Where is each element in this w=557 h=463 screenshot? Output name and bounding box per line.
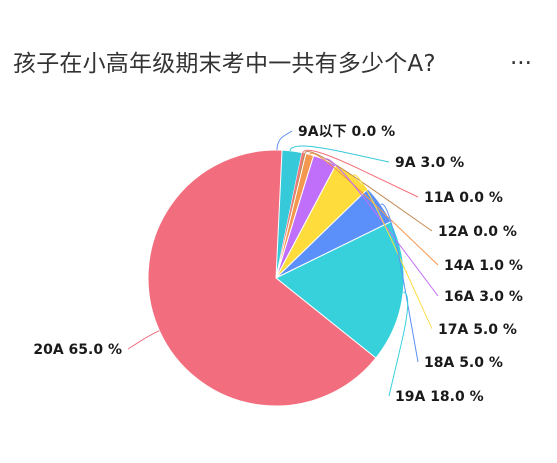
slice-label-19A: 19A 18.0 % — [395, 389, 484, 405]
slice-label-11A: 11A 0.0 % — [424, 190, 503, 206]
leader-line-9A以下 — [276, 130, 293, 151]
leader-line-18A — [380, 203, 419, 363]
leader-line-11A — [302, 149, 419, 198]
slice-label-9A以下: 9A以下 0.0 % — [298, 124, 395, 140]
leader-line-17A — [352, 174, 433, 330]
slice-label-17A: 17A 5.0 % — [438, 322, 517, 338]
leader-line-20A — [127, 330, 160, 350]
chart-title: 孩子在小高年级期末考中一共有多少个A? — [13, 51, 436, 77]
leader-line-19A — [388, 291, 409, 397]
more-options-icon[interactable]: ... — [510, 44, 532, 70]
leader-line-9A — [289, 145, 390, 163]
slice-label-14A: 14A 1.0 % — [444, 258, 523, 274]
slice-label-20A: 20A 65.0 % — [33, 342, 122, 358]
leader-line-12A — [304, 151, 433, 232]
slice-label-18A: 18A 5.0 % — [424, 355, 503, 371]
pie-slice-11A[interactable] — [276, 152, 304, 278]
slice-label-12A: 12A 0.0 % — [438, 224, 517, 240]
slice-label-16A: 16A 3.0 % — [444, 289, 523, 305]
slice-label-9A: 9A 3.0 % — [395, 155, 464, 171]
